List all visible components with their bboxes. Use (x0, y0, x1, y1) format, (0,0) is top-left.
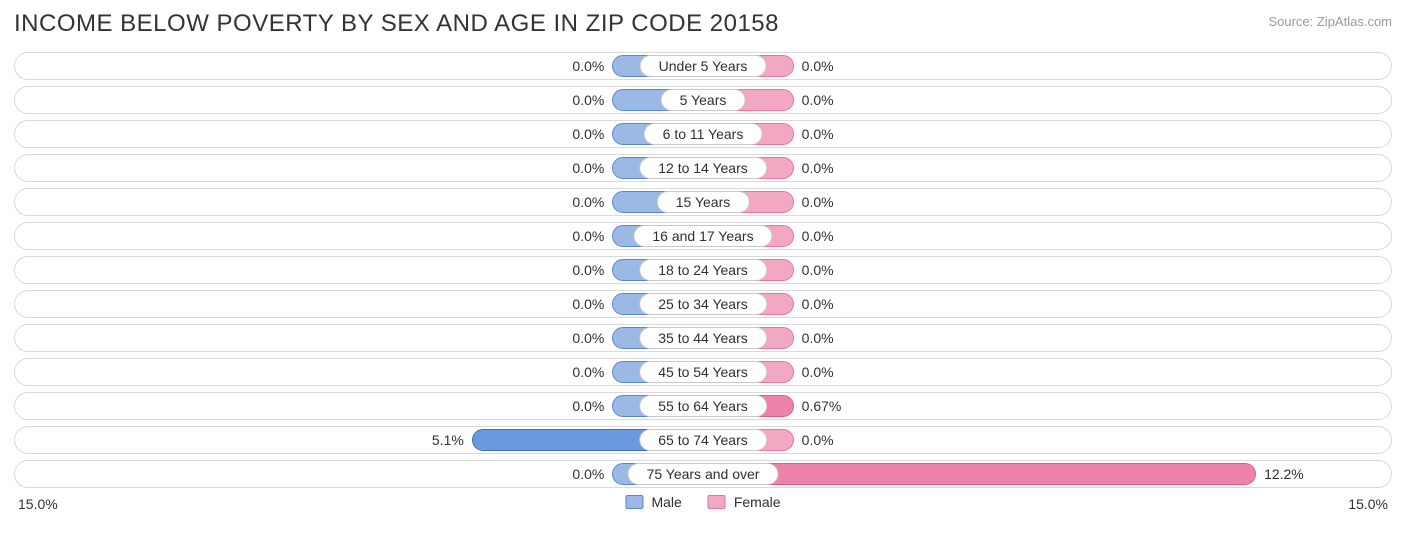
value-label-male: 0.0% (572, 92, 604, 108)
row-track: 0.0% 0.0% 5 Years (14, 86, 1392, 114)
value-label-female: 0.0% (802, 364, 834, 380)
age-pill: Under 5 Years (640, 55, 767, 77)
value-label-female: 0.67% (802, 398, 842, 414)
row-track: 0.0% 0.0% 45 to 54 Years (14, 358, 1392, 386)
value-label-male: 0.0% (572, 160, 604, 176)
age-pill: 75 Years and over (628, 463, 779, 485)
scale-right-label: 15.0% (1348, 496, 1388, 512)
value-label-female: 0.0% (802, 92, 834, 108)
row-track: 0.0% 0.0% 18 to 24 Years (14, 256, 1392, 284)
value-label-female: 0.0% (802, 126, 834, 142)
legend: Male Female (625, 494, 780, 510)
row-track: 0.0% 0.67% 55 to 64 Years (14, 392, 1392, 420)
value-label-female: 0.0% (802, 296, 834, 312)
value-label-male: 0.0% (572, 228, 604, 244)
value-label-female: 0.0% (802, 432, 834, 448)
legend-label-female: Female (734, 494, 781, 510)
swatch-male (625, 495, 643, 509)
value-label-female: 0.0% (802, 262, 834, 278)
age-pill: 45 to 54 Years (639, 361, 767, 383)
value-label-male: 5.1% (432, 432, 464, 448)
value-label-female: 0.0% (802, 160, 834, 176)
value-label-male: 0.0% (572, 58, 604, 74)
chart-area: 0.0%0.0%Under 5 Years0.0%0.0%5 Years0.0%… (14, 52, 1392, 488)
row-track: 0.0% 12.2% 75 Years and over (14, 460, 1392, 488)
source-label: Source: ZipAtlas.com (1268, 10, 1392, 29)
value-label-female: 0.0% (802, 228, 834, 244)
value-label-female: 12.2% (1264, 466, 1304, 482)
legend-item-female: Female (708, 494, 781, 510)
value-label-male: 0.0% (572, 466, 604, 482)
chart-container: INCOME BELOW POVERTY BY SEX AND AGE IN Z… (0, 0, 1406, 559)
age-pill: 55 to 64 Years (639, 395, 767, 417)
row-track: 0.0% 0.0% 6 to 11 Years (14, 120, 1392, 148)
scale-left-label: 15.0% (18, 496, 58, 512)
age-pill: 6 to 11 Years (644, 123, 763, 145)
row-track: 0.0% 0.0% Under 5 Years (14, 52, 1392, 80)
row-track: 0.0% 0.0% 16 and 17 Years (14, 222, 1392, 250)
value-label-female: 0.0% (802, 194, 834, 210)
value-label-male: 0.0% (572, 194, 604, 210)
row-track: 0.0% 0.0% 35 to 44 Years (14, 324, 1392, 352)
age-pill: 15 Years (657, 191, 750, 213)
value-label-female: 0.0% (802, 330, 834, 346)
scale-row: 15.0% Male Female 15.0% (14, 494, 1392, 516)
value-label-male: 0.0% (572, 126, 604, 142)
age-pill: 18 to 24 Years (639, 259, 767, 281)
age-pill: 12 to 14 Years (639, 157, 767, 179)
value-label-male: 0.0% (572, 364, 604, 380)
age-pill: 5 Years (661, 89, 746, 111)
value-label-female: 0.0% (802, 58, 834, 74)
bar-female (703, 463, 1256, 485)
chart-title: INCOME BELOW POVERTY BY SEX AND AGE IN Z… (14, 10, 779, 38)
legend-item-male: Male (625, 494, 681, 510)
row-track: 0.0% 0.0% 12 to 14 Years (14, 154, 1392, 182)
row-track: 5.1% 0.0% 65 to 74 Years (14, 426, 1392, 454)
swatch-female (708, 495, 726, 509)
value-label-male: 0.0% (572, 398, 604, 414)
row-track: 0.0% 0.0% 25 to 34 Years (14, 290, 1392, 318)
age-pill: 25 to 34 Years (639, 293, 767, 315)
age-pill: 35 to 44 Years (639, 327, 767, 349)
row-track: 0.0% 0.0% 15 Years (14, 188, 1392, 216)
age-pill: 65 to 74 Years (639, 429, 767, 451)
value-label-male: 0.0% (572, 296, 604, 312)
value-label-male: 0.0% (572, 262, 604, 278)
legend-label-male: Male (651, 494, 681, 510)
header: INCOME BELOW POVERTY BY SEX AND AGE IN Z… (14, 10, 1392, 38)
value-label-male: 0.0% (572, 330, 604, 346)
age-pill: 16 and 17 Years (633, 225, 772, 247)
